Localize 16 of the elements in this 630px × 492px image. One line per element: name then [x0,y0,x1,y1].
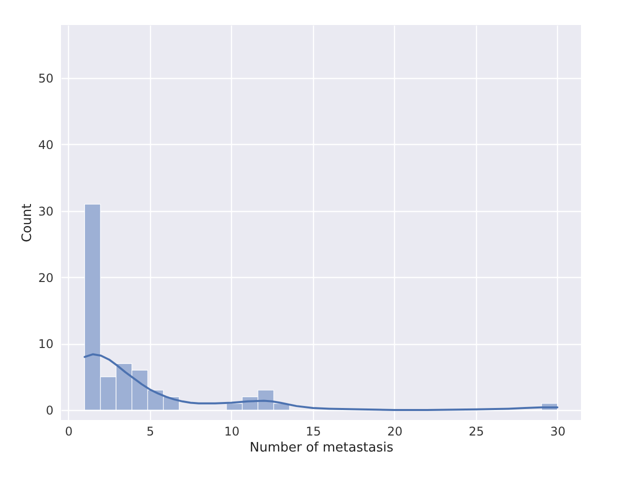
y-axis-title: Count [20,204,36,242]
x-tick-label: 20 [387,424,402,438]
x-tick-label: 10 [224,424,240,438]
x-tick-label: 5 [146,424,154,438]
x-tick-label: 15 [306,424,321,438]
y-tick-label: 40 [38,138,54,152]
y-tick-label: 10 [38,337,54,352]
y-tick-label: 0 [46,404,54,418]
x-tick-label: 25 [468,424,484,438]
line-series [84,353,558,412]
y-tick-label: 20 [38,270,54,285]
x-axis-title: Number of metastasis [250,440,394,456]
y-tick-label: 50 [38,72,54,86]
x-tick-label: 0 [65,424,73,438]
x-tick-label: 30 [550,424,566,438]
y-tick-label: 30 [38,204,54,218]
